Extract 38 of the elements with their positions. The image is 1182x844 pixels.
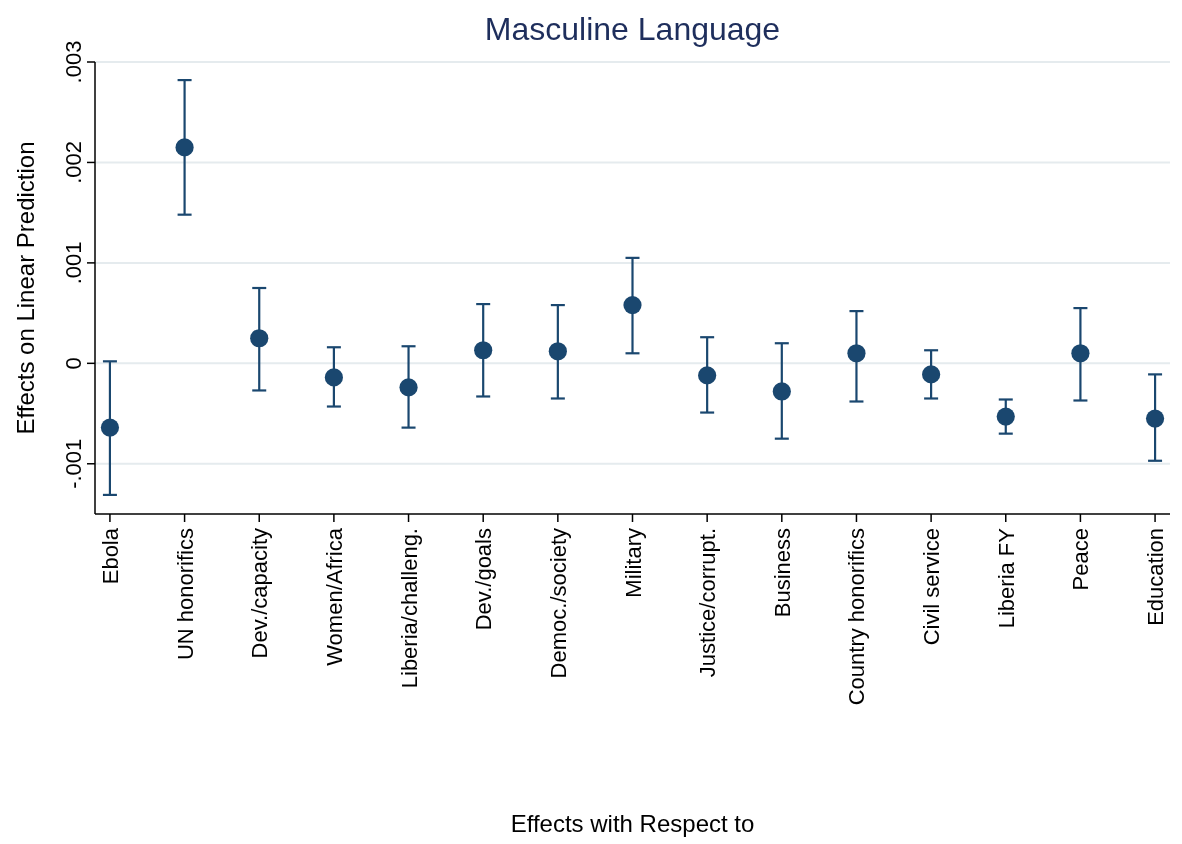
point [623, 296, 642, 315]
x-tick-label: Justice/corrupt. [695, 528, 721, 678]
x-tick-label: Military [620, 528, 646, 598]
point [324, 368, 343, 387]
y-tick-label: -.001 [61, 438, 86, 489]
point [250, 329, 269, 348]
point [474, 341, 493, 360]
x-tick-label: Liberia/challeng. [396, 528, 422, 689]
x-tick-label: UN honorifics [172, 528, 198, 661]
x-tick-label: Democ./society [545, 528, 571, 679]
x-tick-label: Women/Africa [321, 527, 347, 666]
x-tick-label: Civil service [919, 528, 945, 646]
x-tick-label: Ebola [97, 527, 123, 585]
point [772, 382, 791, 401]
x-tick-label: Business [769, 528, 795, 618]
point [1145, 409, 1165, 428]
point [175, 138, 194, 157]
x-tick-label: Liberia FY [993, 527, 1019, 629]
point [100, 418, 120, 437]
point [1071, 344, 1090, 363]
y-tick-label: .002 [61, 141, 86, 184]
x-tick-label: Country honorifics [844, 528, 870, 706]
point [698, 366, 717, 385]
y-axis-title: Effects on Linear Prediction [12, 141, 39, 435]
point [922, 365, 941, 384]
y-tick-label: .001 [61, 241, 86, 285]
y-tick-label: 0 [61, 357, 86, 370]
point [399, 378, 418, 397]
x-tick-label: Dev./capacity [247, 528, 273, 659]
chart-title: Masculine Language [484, 11, 781, 47]
point [548, 342, 567, 361]
point [996, 407, 1015, 426]
x-tick-label: Peace [1068, 528, 1094, 591]
y-tick-label: .003 [61, 40, 86, 84]
x-tick-label: Education [1143, 528, 1169, 626]
point [847, 344, 866, 363]
x-tick-label: Dev./goals [471, 528, 497, 631]
x-axis-title: Effects with Respect to [510, 810, 755, 837]
